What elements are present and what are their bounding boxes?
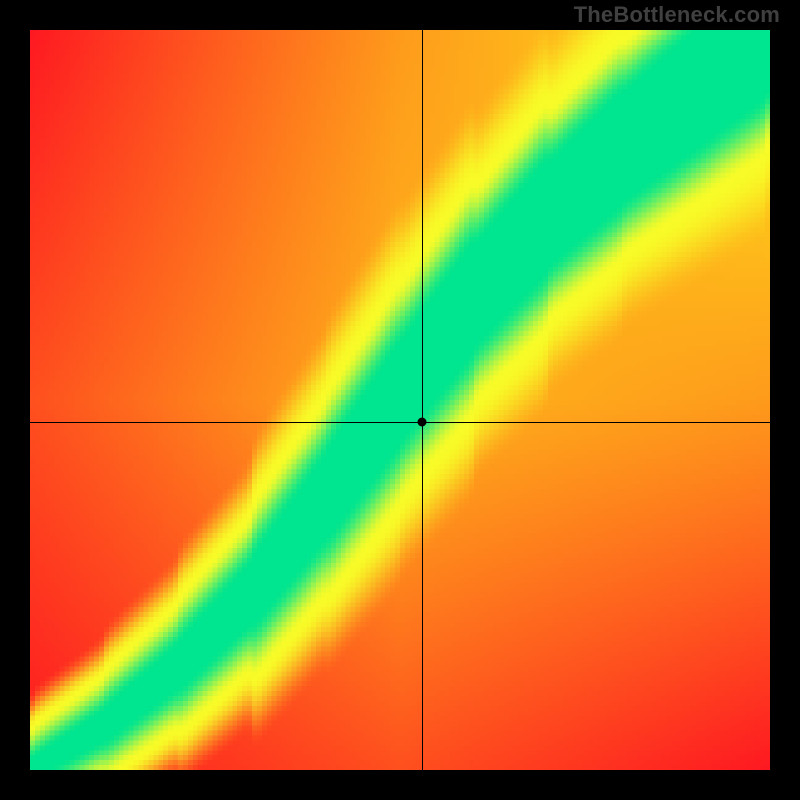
chart-outer: TheBottleneck.com	[0, 0, 800, 800]
watermark-text: TheBottleneck.com	[574, 2, 780, 28]
crosshair-vertical	[422, 30, 423, 770]
plot-area	[30, 30, 770, 770]
crosshair-marker	[418, 418, 427, 427]
crosshair-horizontal	[30, 422, 770, 423]
heatmap-canvas	[30, 30, 770, 770]
